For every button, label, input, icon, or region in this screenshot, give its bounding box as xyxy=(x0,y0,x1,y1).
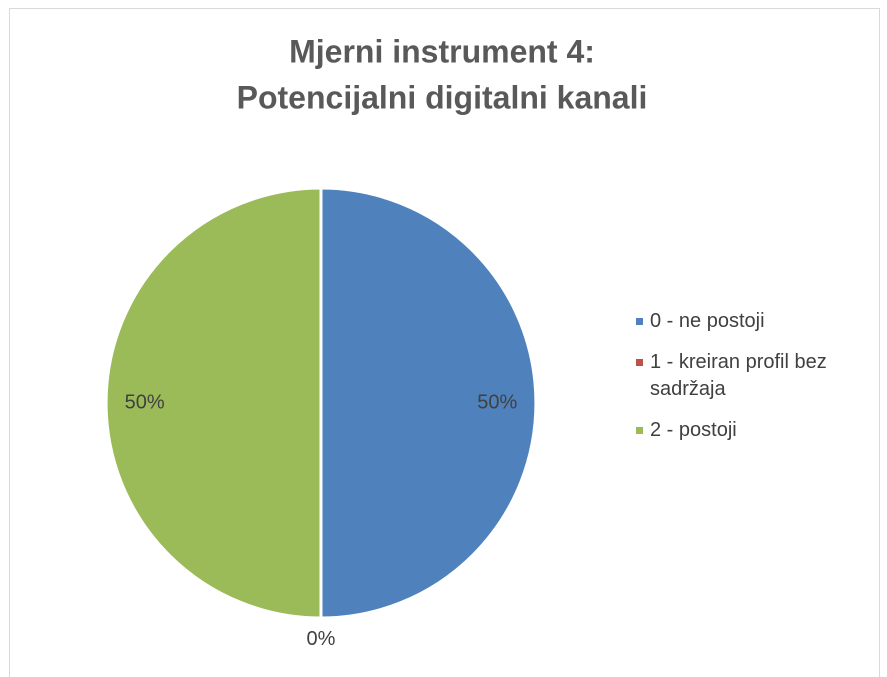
chart-title-line: Mjerni instrument 4: xyxy=(289,33,595,69)
pie-slice xyxy=(319,186,538,620)
legend-label: 0 - ne postoji xyxy=(650,310,765,332)
pie-slice xyxy=(104,186,323,620)
legend-label: 1 - kreiran profil bez sadržaja xyxy=(650,351,827,400)
legend-swatch xyxy=(636,359,643,366)
legend-item: 2 - postoji xyxy=(636,417,876,444)
chart-title-line: Potencijalni digitalni kanali xyxy=(237,79,648,115)
data-label: 50% xyxy=(125,391,165,413)
legend-swatch xyxy=(636,427,643,434)
legend-item: 1 - kreiran profil bez sadržaja xyxy=(636,349,876,403)
data-label: 50% xyxy=(477,391,517,413)
data-label: 0% xyxy=(307,628,336,650)
legend-label: 2 - postoji xyxy=(650,419,737,441)
legend: 0 - ne postoji 1 - kreiran profil bez sad… xyxy=(636,308,876,458)
legend-item: 0 - ne postoji xyxy=(636,308,876,335)
legend-swatch xyxy=(636,318,643,325)
